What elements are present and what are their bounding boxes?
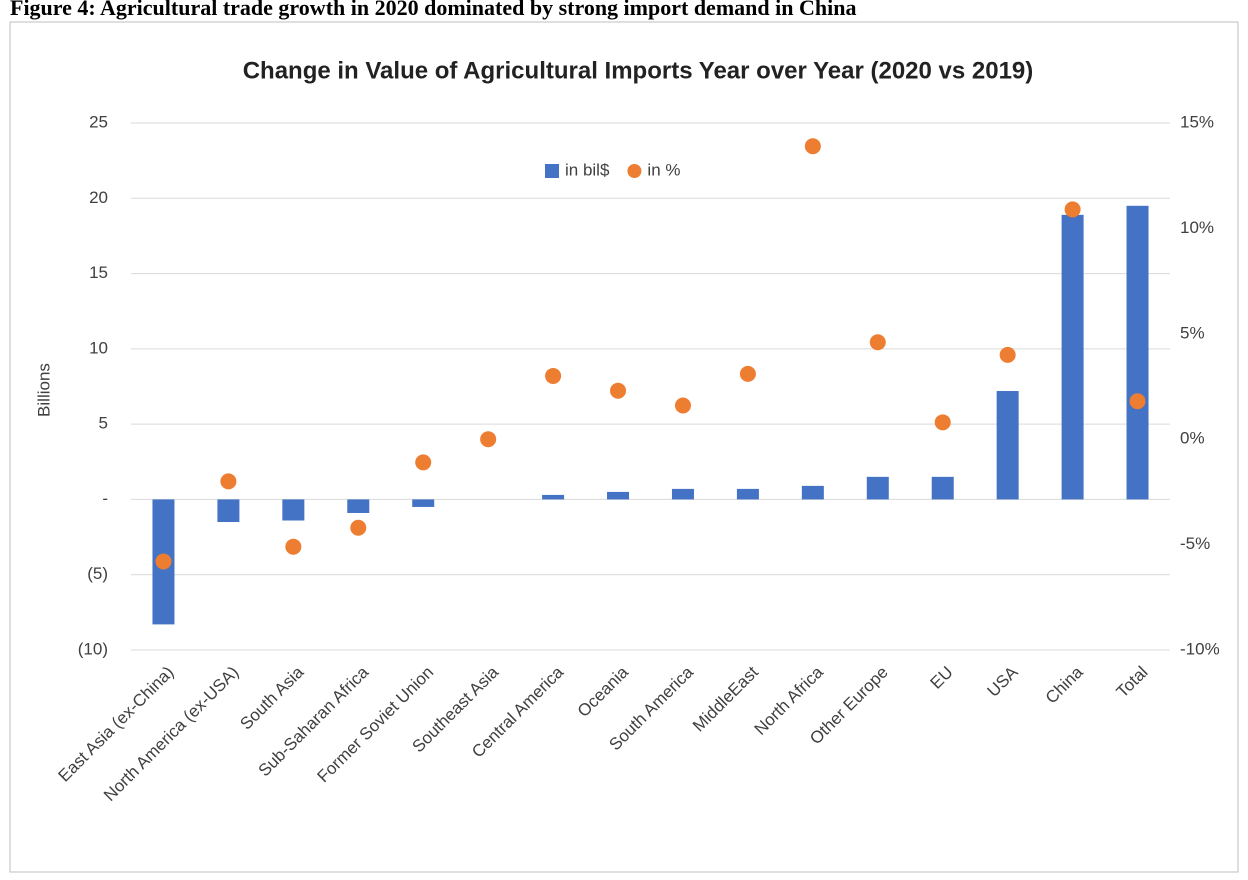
- y2-tick-label: 10%: [1180, 218, 1214, 237]
- y-tick-label: 25: [89, 112, 108, 131]
- point: [804, 138, 821, 155]
- y-tick-label: 5: [99, 414, 108, 433]
- x-tick-label: USA: [983, 662, 1022, 701]
- x-tick-label: Oceania: [574, 662, 633, 721]
- x-tick-label: Sub-Saharan Africa: [255, 662, 373, 780]
- y-tick-label: 15: [89, 263, 108, 282]
- bar: [1061, 214, 1084, 500]
- bar: [671, 488, 694, 500]
- point: [1129, 393, 1146, 410]
- bar: [996, 391, 1019, 500]
- bar: [217, 499, 240, 523]
- x-tick-label: China: [1042, 662, 1087, 707]
- x-tick-label: South Asia: [236, 662, 307, 733]
- point: [480, 431, 497, 448]
- bar: [282, 499, 305, 521]
- x-tick-label: Former Soviet Union: [314, 663, 438, 787]
- y2-tick-label: 5%: [1180, 323, 1205, 342]
- y-axis-title: Billions: [34, 363, 53, 417]
- bar: [801, 485, 824, 500]
- bar: [866, 476, 889, 500]
- point: [545, 367, 562, 384]
- y-tick-label: 10: [89, 338, 108, 357]
- y-tick-label: -: [102, 489, 108, 508]
- point: [155, 553, 172, 570]
- legend-label: in bil$: [565, 160, 610, 179]
- bar: [412, 499, 435, 507]
- y2-tick-label: -5%: [1180, 534, 1210, 553]
- y-tick-label: 20: [89, 188, 108, 207]
- point: [934, 414, 951, 431]
- point: [999, 346, 1016, 363]
- point: [674, 397, 691, 414]
- point: [415, 454, 432, 471]
- bar: [1126, 205, 1149, 500]
- bar: [542, 494, 565, 500]
- bar: [736, 488, 759, 500]
- point: [220, 473, 237, 490]
- point: [739, 365, 756, 382]
- bar: [607, 491, 630, 500]
- x-tick-label: Total: [1113, 663, 1152, 702]
- point: [350, 519, 367, 536]
- y2-tick-label: -10%: [1180, 639, 1220, 658]
- chart-frame: [9, 21, 1239, 873]
- legend-swatch: [627, 164, 642, 178]
- y2-tick-label: 15%: [1180, 112, 1214, 131]
- bar: [931, 476, 954, 500]
- point: [1064, 201, 1081, 218]
- chart-title: Change in Value of Agricultural Imports …: [243, 57, 1034, 84]
- x-tick-label: East Asia (ex-China): [54, 663, 177, 786]
- y-tick-label: (10): [78, 639, 108, 658]
- bar: [347, 499, 370, 513]
- figure-caption: Figure 4: Agricultural trade growth in 2…: [10, 0, 856, 20]
- point: [869, 334, 886, 351]
- legend-label: in %: [647, 160, 680, 179]
- point: [610, 382, 627, 399]
- point: [285, 538, 302, 555]
- x-tick-label: EU: [927, 663, 957, 693]
- y2-tick-label: 0%: [1180, 429, 1205, 448]
- y-tick-label: (5): [87, 564, 108, 583]
- x-tick-label: North America (ex-USA): [100, 663, 242, 805]
- legend-swatch: [545, 164, 559, 178]
